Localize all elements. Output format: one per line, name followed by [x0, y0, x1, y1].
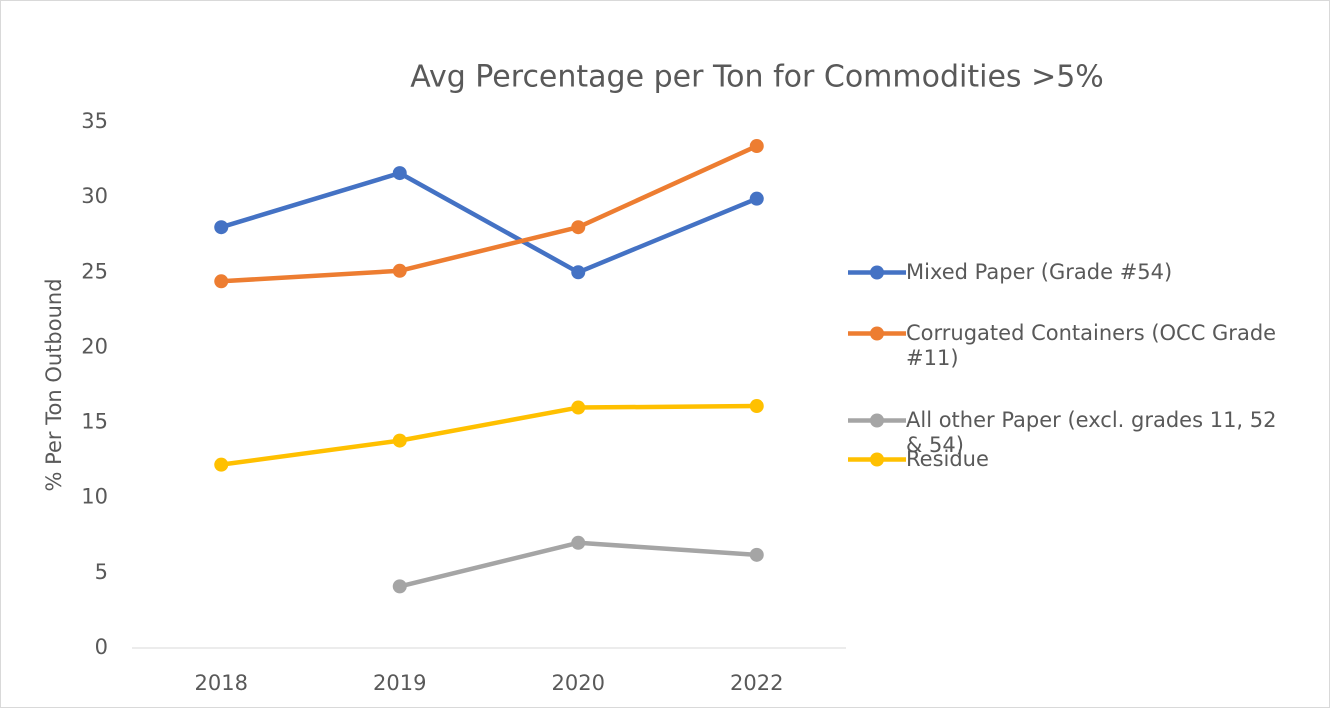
legend-item: Corrugated Containers (OCC Grade #11) — [848, 321, 1298, 371]
data-point — [571, 400, 586, 415]
x-tick-label: 2020 — [552, 671, 605, 695]
legend-marker — [848, 452, 906, 467]
y-tick-label: 10 — [81, 485, 108, 509]
legend-dot — [870, 413, 884, 428]
data-point — [571, 535, 586, 550]
chart-title: Avg Percentage per Ton for Commodities >… — [410, 60, 1104, 95]
x-tick-label: 2018 — [195, 671, 248, 695]
data-point — [749, 191, 764, 206]
x-tick-label: 2019 — [373, 671, 426, 695]
legend-dot — [870, 265, 884, 280]
y-tick-label: 25 — [81, 259, 108, 283]
data-point — [392, 263, 407, 278]
y-tick-label: 30 — [81, 184, 108, 208]
legend-label: Corrugated Containers (OCC Grade #11) — [906, 321, 1277, 370]
x-tick-label: 2022 — [730, 671, 783, 695]
y-tick-label: 0 — [95, 635, 108, 659]
y-tick-label: 20 — [81, 334, 108, 358]
y-axis-label: % Per Ton Outbound — [42, 278, 66, 491]
legend-label: Residue — [906, 447, 989, 471]
data-point — [214, 457, 229, 472]
legend-item: Residue — [848, 447, 1298, 472]
y-tick-label: 35 — [81, 109, 108, 133]
legend-label: All other Paper (excl. grades 11, 52 & 5… — [906, 408, 1277, 457]
legend-label: Mixed Paper (Grade #54) — [906, 260, 1173, 284]
legend-marker — [848, 265, 906, 280]
y-tick-label: 15 — [81, 410, 108, 434]
data-point — [392, 433, 407, 448]
data-point — [214, 220, 229, 235]
series-line — [220, 170, 758, 275]
legend-item: All other Paper (excl. grades 11, 52 & 5… — [848, 408, 1298, 458]
data-point — [392, 166, 407, 181]
series-line — [221, 143, 758, 284]
data-point — [749, 399, 764, 414]
series-line — [220, 403, 757, 467]
data-point — [214, 274, 229, 289]
data-point — [749, 547, 764, 562]
legend-marker — [848, 326, 906, 341]
data-point — [571, 220, 586, 235]
data-point — [749, 139, 764, 154]
legend-item: Mixed Paper (Grade #54) — [848, 260, 1298, 285]
legend-marker — [848, 413, 906, 428]
data-point — [392, 579, 407, 594]
data-point — [571, 265, 586, 280]
legend-dot — [870, 452, 884, 467]
y-tick-label: 5 — [95, 560, 108, 584]
legend-dot — [870, 326, 884, 341]
